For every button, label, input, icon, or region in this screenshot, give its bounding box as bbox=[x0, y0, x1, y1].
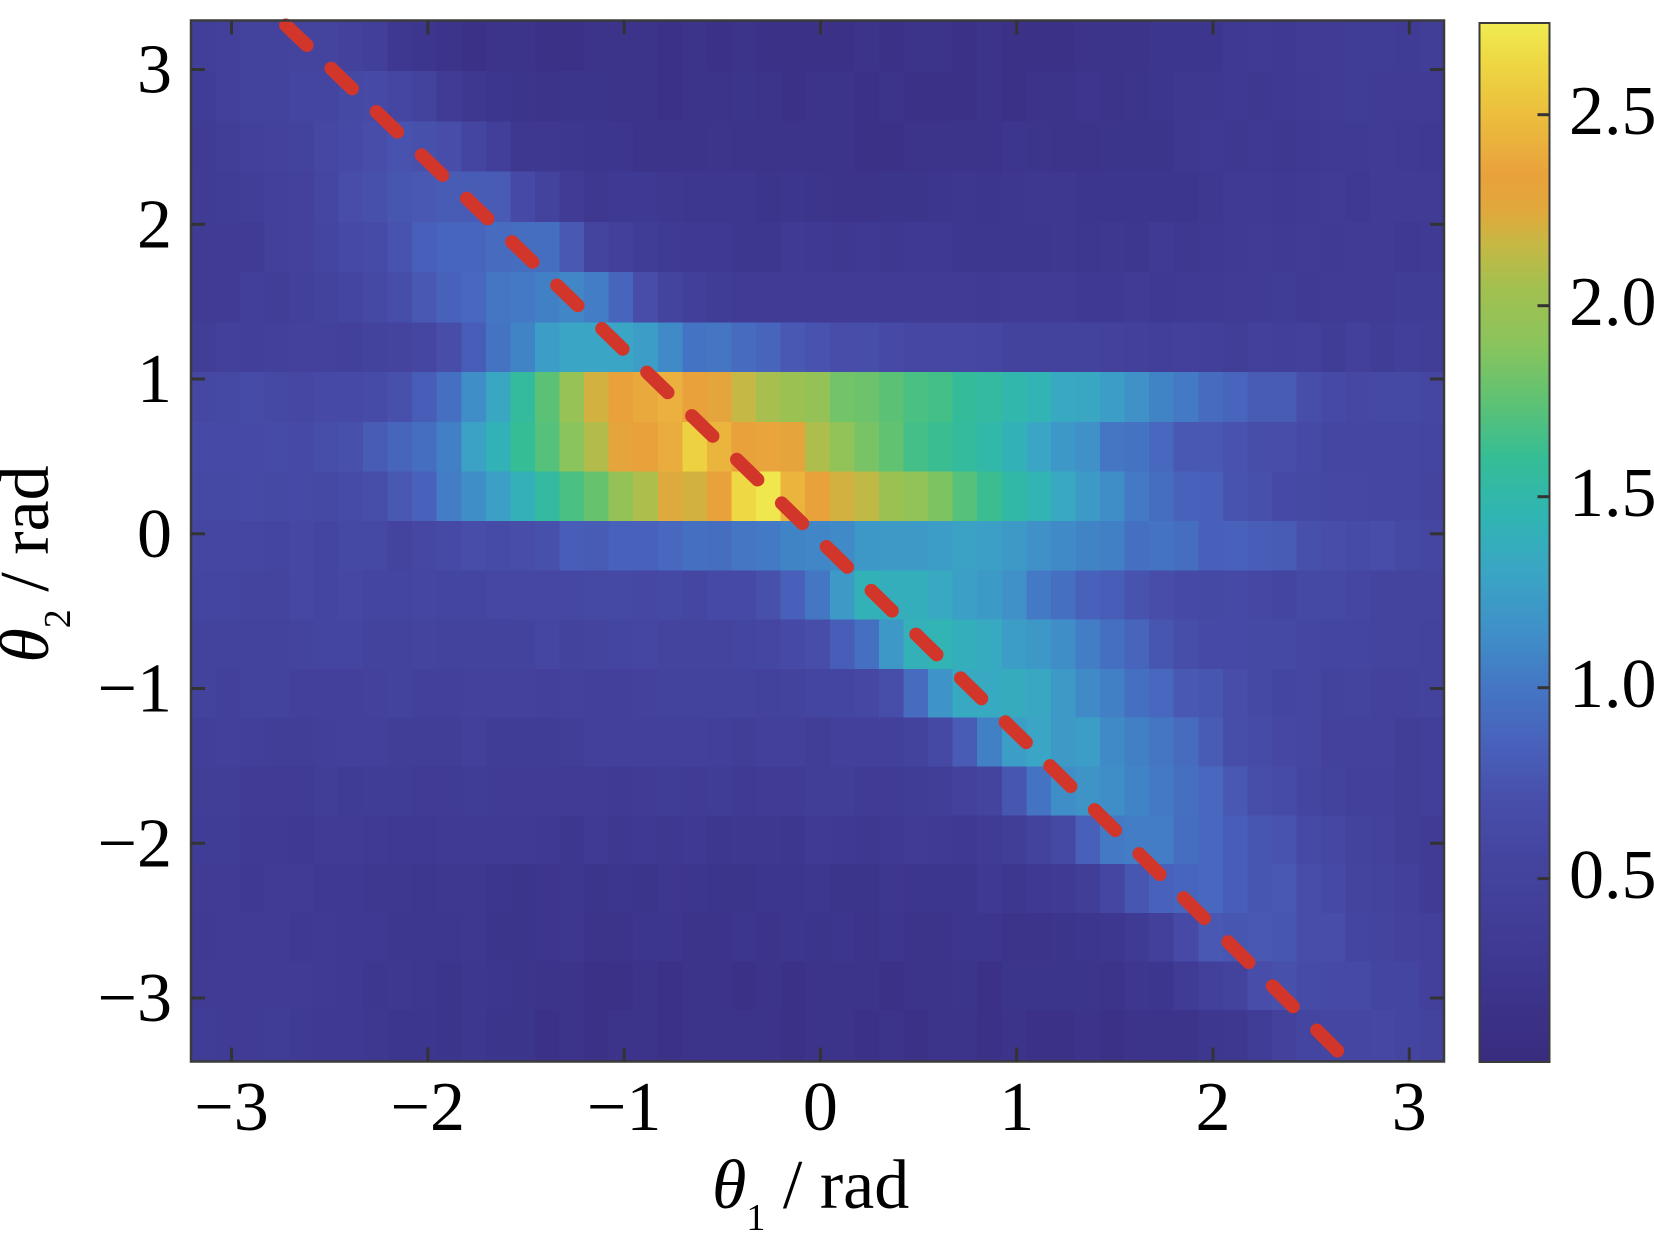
svg-text:3: 3 bbox=[1392, 1069, 1427, 1146]
svg-text:0: 0 bbox=[137, 496, 172, 573]
svg-text:−3: −3 bbox=[194, 1069, 268, 1146]
svg-text:θ2 / rad: θ2 / rad bbox=[0, 465, 79, 662]
svg-text:−1: −1 bbox=[98, 651, 172, 728]
svg-text:2: 2 bbox=[137, 186, 172, 263]
svg-text:−3: −3 bbox=[98, 960, 172, 1037]
svg-text:3: 3 bbox=[137, 32, 172, 109]
svg-text:1: 1 bbox=[137, 341, 172, 418]
svg-text:1: 1 bbox=[999, 1069, 1034, 1146]
svg-text:0: 0 bbox=[803, 1069, 838, 1146]
svg-text:0.5: 0.5 bbox=[1569, 837, 1654, 914]
svg-text:2: 2 bbox=[1196, 1069, 1231, 1146]
svg-text:1.0: 1.0 bbox=[1569, 646, 1654, 723]
svg-text:2.0: 2.0 bbox=[1569, 264, 1654, 341]
svg-text:1.5: 1.5 bbox=[1569, 455, 1654, 532]
svg-text:2.5: 2.5 bbox=[1569, 73, 1654, 150]
svg-text:−2: −2 bbox=[391, 1069, 465, 1146]
svg-text:−1: −1 bbox=[587, 1069, 661, 1146]
svg-text:−2: −2 bbox=[98, 805, 172, 882]
svg-text:θ1 / rad: θ1 / rad bbox=[712, 1147, 909, 1235]
